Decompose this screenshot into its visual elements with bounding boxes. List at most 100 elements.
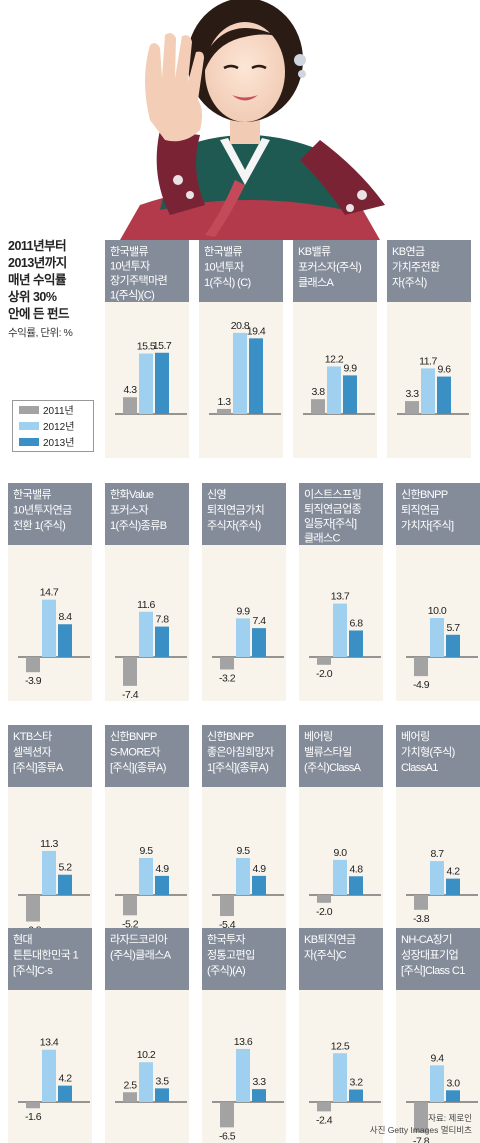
bar-value-label: 5.7 [446,622,460,634]
bar-2011년 [220,657,234,670]
fund-name-line: 10년투자 [110,260,150,273]
fund-name-line: 이스트스프링 [304,488,361,501]
bar-value-label: 4.2 [446,866,460,878]
fund-panel: 한화Value 포커스자 1(주식)종류B -7.4 11.67.8 [105,483,189,701]
bar-value-label: 4.9 [252,863,266,875]
bar-value-label: 5.2 [58,862,72,874]
fund-name-line: 신한BNPP [207,730,254,743]
bar-2013년 [343,375,357,414]
bar-2013년 [155,626,169,657]
bar-2012년 [42,1049,56,1102]
fund-name-header [8,928,92,990]
hero-photo [0,0,480,240]
bar-2011년 [26,657,40,673]
bar-2013년 [446,878,460,895]
fund-name-line: 가치주전환 [392,261,440,274]
legend-item-2013: 2013년 [19,434,93,449]
fund-name-header [202,483,286,545]
fund-name-line: 한국밸류 [204,245,243,258]
bar-2013년 [58,624,72,657]
bar-value-label: 15.7 [153,340,172,352]
bar-2012년 [139,857,153,895]
fund-name-header [105,240,189,302]
bar-2011년 [220,1102,234,1128]
fund-name-header [299,725,383,787]
bar-value-label: 8.7 [430,848,444,860]
bar-2013년 [349,1089,363,1102]
bar-value-label: -2.4 [316,1114,333,1126]
bar-2011년 [26,1102,40,1109]
bar-2011년 [414,657,428,677]
bar-value-label: 9.4 [430,1052,444,1064]
bar-value-label: 7.4 [252,615,266,627]
fund-name-line: [주식]종류A [13,761,64,774]
fund-name-line: 신한BNPP [110,730,157,743]
bar-value-label: -1.6 [25,1111,42,1123]
bar-2012년 [139,353,153,414]
bar-value-label: 9.5 [139,845,153,857]
source-line-2: 사진 Getty Images 멀티비츠 [369,1125,472,1135]
fund-name-header [8,725,92,787]
bar-value-label: 3.8 [311,386,325,398]
fund-name-line: 1(주식)종류B [110,519,167,532]
bar-2011년 [414,895,428,910]
bar-value-label: 3.3 [405,388,419,400]
fund-name-line: 클래스C [304,532,341,545]
bar-2013년 [252,628,266,657]
fund-name-line: 밸류스타일 [304,745,352,759]
bar-2012년 [236,618,250,657]
bar-value-label: 4.2 [58,1073,72,1085]
bar-value-label: -3.9 [25,675,42,687]
bar-value-label: 9.9 [343,362,357,374]
bar-value-label: 6.8 [349,617,363,629]
fund-name-line: [주식](종류A) [110,761,166,774]
fund-name-line: 한화Value [110,488,154,501]
legend-swatch-2013 [19,437,39,446]
bar-2013년 [446,1090,460,1102]
legend-label-2012: 2012년 [43,422,75,433]
bar-value-label: 4.8 [349,863,363,875]
legend-item-2011: 2011년 [19,402,93,417]
fund-name-line: 라자드코리아 [110,933,168,946]
fund-name-line: 클래스A [298,276,335,289]
fund-name-line: [주식]Class C1 [401,964,465,977]
bar-2013년 [58,874,72,895]
bar-value-label: -3.2 [219,672,236,684]
bar-value-label: 8.4 [58,611,72,623]
bar-2011년 [317,657,331,665]
bar-2012년 [236,857,250,895]
bar-value-label: 13.6 [234,1036,253,1048]
bar-2013년 [155,875,169,895]
fund-name-line: 베어링 [304,730,333,743]
legend-label-2013: 2013년 [43,438,75,449]
legend-label-2011: 2011년 [43,406,74,417]
bar-2012년 [139,611,153,657]
fund-name-line: S-MORE자 [110,746,160,759]
fund-name-line: 튼튼대한민국 1 [13,949,79,962]
bar-2012년 [333,1053,347,1102]
bar-2013년 [349,630,363,657]
fund-name-line: 성장대표기업 [401,949,458,962]
fund-name-header [396,483,480,545]
bar-value-label: 10.0 [428,605,447,617]
bar-value-label: -3.8 [413,913,430,925]
bar-value-label: -6.5 [219,1130,236,1142]
legend-swatch-2012 [19,421,39,430]
fund-name-header [387,240,471,302]
bar-2012년 [430,618,444,657]
bar-value-label: 3.2 [349,1077,363,1089]
fund-name-header [202,928,286,990]
fund-name-line: (주식)(A) [207,964,245,977]
fund-name-line: 주식자(주식) [207,519,261,532]
fund-name-line: 장기주택마련 [110,274,168,287]
fund-name-line: 한국밸류 [110,245,149,258]
fund-name-header [199,240,283,302]
fund-name-line: 포커스자 [110,504,149,517]
bar-2013년 [437,376,451,414]
bar-2011년 [123,397,137,414]
bar-value-label: -5.2 [122,918,139,930]
